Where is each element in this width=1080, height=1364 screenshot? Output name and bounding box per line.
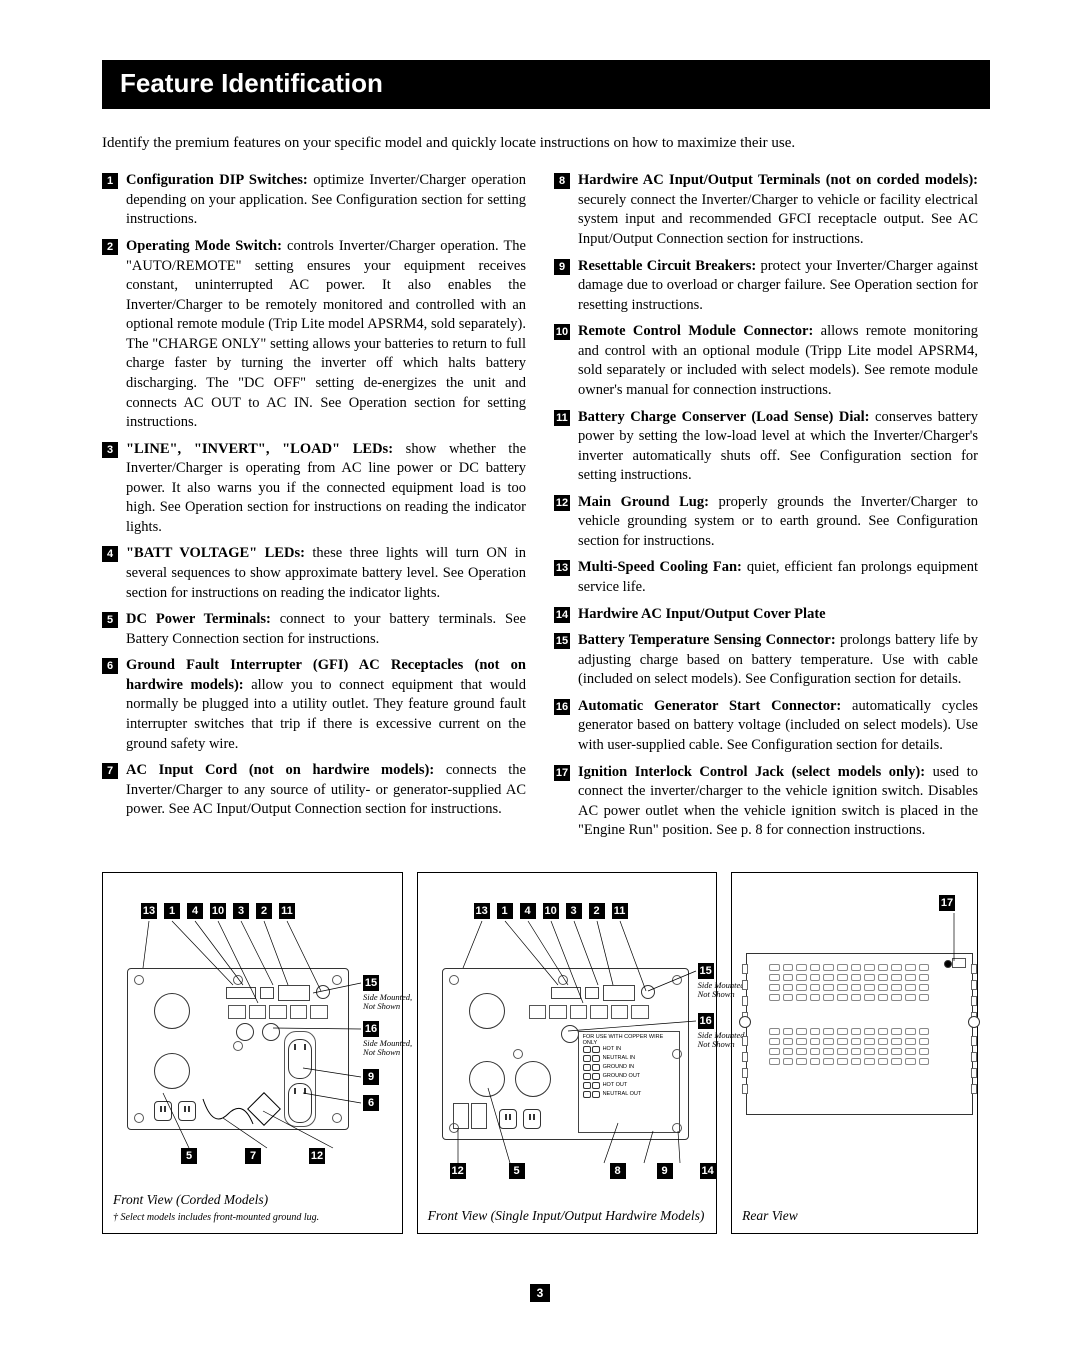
callout-number: 13 [474,903,490,919]
diagram-caption: Front View (Corded Models) † Select mode… [113,1191,319,1225]
callout-number: 11 [279,903,295,919]
diagram-hardwire: 13 14 10 32 11 [417,872,718,1234]
callout-number: 10 [210,903,226,919]
feature-item: 5 DC Power Terminals: connect to your ba… [102,610,526,649]
feature-number: 13 [554,560,570,576]
callout-number: 3 [233,903,249,919]
feature-number: 8 [554,173,570,189]
callout-number: 4 [520,903,536,919]
diagram-rear: 17 [731,872,978,1234]
diagram-caption: Rear View [742,1207,798,1225]
left-column: 1 Configuration DIP Switches: optimize I… [102,171,526,847]
callout-number: 15 [363,975,379,991]
callout-number: 16 [363,1021,379,1037]
feature-text: AC Input Cord (not on hardwire models): … [126,761,526,820]
feature-number: 4 [102,546,118,562]
feature-number: 5 [102,612,118,628]
callout-number: 3 [566,903,582,919]
feature-text: Multi-Speed Cooling Fan: quiet, efficien… [578,558,978,597]
callout-number: 2 [589,903,605,919]
feature-number: 11 [554,410,570,426]
diagram-corded: 13 14 10 32 11 [102,872,403,1234]
feature-text: Ground Fault Interrupter (GFI) AC Recept… [126,656,526,754]
feature-item: 12 Main Ground Lug: properly grounds the… [554,493,978,552]
callout-number: 13 [141,903,157,919]
feature-text: Battery Temperature Sensing Connector: p… [578,631,978,690]
feature-item: 8 Hardwire AC Input/Output Terminals (no… [554,171,978,249]
callout-number: 5 [181,1148,197,1164]
feature-item: 13 Multi-Speed Cooling Fan: quiet, effic… [554,558,978,597]
diagram-caption: Front View (Single Input/Output Hardwire… [428,1207,705,1225]
callout-number: 10 [543,903,559,919]
page-number: 3 [530,1284,550,1302]
callout-number: 7 [245,1148,261,1164]
feature-columns: 1 Configuration DIP Switches: optimize I… [102,171,978,847]
feature-text: Operating Mode Switch: controls Inverter… [126,237,526,433]
callout-number: 12 [309,1148,325,1164]
feature-number: 16 [554,699,570,715]
right-column: 8 Hardwire AC Input/Output Terminals (no… [554,171,978,847]
feature-text: "BATT VOLTAGE" LEDs: these three lights … [126,544,526,603]
feature-item: 2 Operating Mode Switch: controls Invert… [102,237,526,433]
callout-number: 1 [164,903,180,919]
feature-number: 7 [102,763,118,779]
callout-number: 6 [363,1095,379,1111]
feature-item: 6 Ground Fault Interrupter (GFI) AC Rece… [102,656,526,754]
page-title: Feature Identification [102,60,990,109]
feature-item: 16 Automatic Generator Start Connector: … [554,697,978,756]
feature-item: 15 Battery Temperature Sensing Connector… [554,631,978,690]
feature-text: Resettable Circuit Breakers: protect you… [578,257,978,316]
feature-number: 2 [102,239,118,255]
feature-item: 17 Ignition Interlock Control Jack (sele… [554,763,978,841]
feature-number: 12 [554,495,570,511]
callout-number: 4 [187,903,203,919]
feature-number: 10 [554,324,570,340]
feature-item: 3 "LINE", "INVERT", "LOAD" LEDs: show wh… [102,440,526,538]
intro-text: Identify the premium features on your sp… [102,133,978,153]
feature-text: Hardwire AC Input/Output Cover Plate [578,605,978,625]
callout-number: 9 [363,1069,379,1085]
feature-item: 1 Configuration DIP Switches: optimize I… [102,171,526,230]
feature-text: Configuration DIP Switches: optimize Inv… [126,171,526,230]
feature-text: Ignition Interlock Control Jack (select … [578,763,978,841]
feature-number: 15 [554,633,570,649]
feature-number: 3 [102,442,118,458]
callout-number: 2 [256,903,272,919]
diagrams-row: 1314103211 [102,872,978,1234]
callout-number: 1 [497,903,513,919]
callout-number: 15 [698,963,714,979]
feature-item: 9 Resettable Circuit Breakers: protect y… [554,257,978,316]
feature-number: 6 [102,658,118,674]
feature-item: 11 Battery Charge Conserver (Load Sense)… [554,408,978,486]
feature-number: 14 [554,607,570,623]
feature-item: 7 AC Input Cord (not on hardwire models)… [102,761,526,820]
feature-text: Hardwire AC Input/Output Terminals (not … [578,171,978,249]
feature-number: 1 [102,173,118,189]
feature-text: Automatic Generator Start Connector: aut… [578,697,978,756]
feature-text: Battery Charge Conserver (Load Sense) Di… [578,408,978,486]
feature-text: Main Ground Lug: properly grounds the In… [578,493,978,552]
feature-item: 14 Hardwire AC Input/Output Cover Plate [554,605,978,625]
feature-text: DC Power Terminals: connect to your batt… [126,610,526,649]
callout-number: 17 [939,895,955,911]
callout-number: 16 [698,1013,714,1029]
feature-item: 10 Remote Control Module Connector: allo… [554,322,978,400]
feature-number: 17 [554,765,570,781]
feature-text: "LINE", "INVERT", "LOAD" LEDs: show whet… [126,440,526,538]
feature-text: Remote Control Module Connector: allows … [578,322,978,400]
feature-item: 4 "BATT VOLTAGE" LEDs: these three light… [102,544,526,603]
feature-number: 9 [554,259,570,275]
callout-number: 11 [612,903,628,919]
